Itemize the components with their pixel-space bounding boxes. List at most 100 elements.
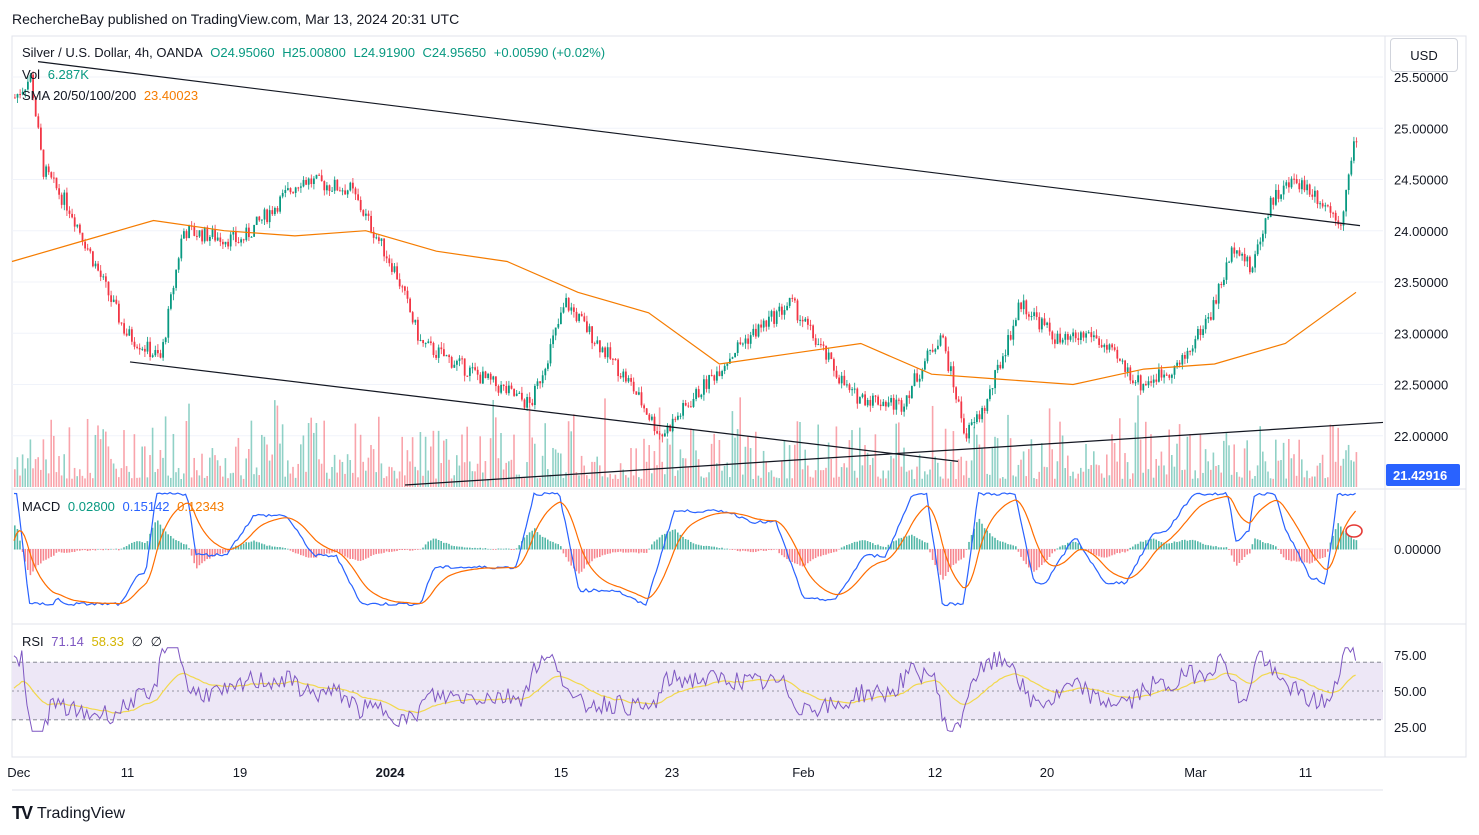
- macd-hist-bar: [1277, 549, 1280, 550]
- macd-hist-bar: [578, 549, 580, 574]
- candle-body: [788, 297, 791, 306]
- volume-bar: [458, 465, 461, 487]
- volume-group: [14, 395, 1358, 487]
- macd-hist-bar: [534, 528, 536, 550]
- candle-body: [219, 237, 222, 242]
- volume-bar: [521, 477, 523, 487]
- macd-hist-bar: [341, 549, 344, 555]
- macd-hist-bar: [510, 549, 513, 550]
- macd-hist-bar: [222, 549, 224, 554]
- macd-hist-bar: [762, 549, 765, 551]
- candle-body: [1106, 344, 1108, 350]
- sma-label[interactable]: SMA 20/50/100/200: [22, 88, 137, 103]
- macd-hist-bar: [396, 549, 398, 552]
- volume-bar: [1158, 465, 1160, 487]
- volume-bar: [513, 434, 515, 487]
- volume-bar: [222, 476, 224, 487]
- volume-bar: [609, 473, 611, 487]
- macd-hist-bar: [214, 549, 216, 557]
- macd-hist-bar: [1288, 549, 1290, 561]
- macd-hist-bar: [721, 547, 723, 550]
- candle-body: [599, 340, 601, 353]
- macd-hist-bar: [648, 548, 650, 550]
- macd-hist-bar: [53, 549, 55, 556]
- macd-hist-bar: [385, 549, 388, 552]
- candle-body: [94, 263, 97, 267]
- macd-hist-bar: [502, 548, 505, 550]
- macd-hist-bar: [424, 544, 427, 550]
- candle-body: [229, 234, 232, 247]
- candle-body: [976, 414, 978, 423]
- candle-body: [965, 433, 968, 439]
- macd-hist-bar: [375, 549, 377, 555]
- candle-body: [905, 395, 908, 407]
- volume-bar: [326, 472, 328, 487]
- candle-body: [196, 235, 198, 237]
- volume-bar: [1327, 477, 1329, 487]
- publisher-text: RechercheBay published on TradingView.co…: [12, 11, 460, 27]
- candle-body: [986, 399, 989, 412]
- volume-bar: [908, 470, 910, 487]
- macd-hist-bar: [726, 548, 728, 550]
- candle-body: [456, 360, 458, 365]
- candle-body: [807, 318, 809, 325]
- volume-bar: [549, 474, 552, 487]
- volume-bar: [1212, 452, 1215, 487]
- volume-bar: [900, 466, 903, 487]
- macd-hist-bar: [1074, 542, 1077, 550]
- volume-bar: [105, 431, 107, 487]
- currency-button[interactable]: USD: [1390, 38, 1458, 72]
- macd-hist-bar: [911, 534, 913, 550]
- volume-bar: [1064, 468, 1066, 487]
- volume-bar: [167, 475, 169, 487]
- volume-bar: [219, 465, 221, 487]
- candle-body: [677, 415, 679, 420]
- macd-label[interactable]: MACD: [22, 499, 61, 514]
- candle-body: [705, 379, 708, 389]
- candle-body: [1217, 284, 1220, 304]
- candle-body: [1069, 336, 1072, 340]
- candle-body: [136, 346, 138, 348]
- time-tick-label: Dec: [7, 765, 31, 780]
- macd-hist-bar: [960, 549, 962, 560]
- candle-body: [1186, 350, 1189, 359]
- candle-body: [1145, 383, 1147, 386]
- volume-bar: [573, 414, 575, 487]
- volume-bar: [21, 454, 24, 487]
- rsi-label[interactable]: RSI: [22, 634, 44, 649]
- macd-hist-bar: [279, 547, 281, 550]
- macd-hist-bar: [450, 545, 453, 550]
- macd-hist-bar: [1290, 549, 1293, 562]
- volume-label[interactable]: Vol: [22, 67, 41, 82]
- volume-bar: [1152, 477, 1155, 487]
- macd-histogram-group: [14, 518, 1358, 580]
- volume-bar: [929, 469, 931, 487]
- volume-bar: [1355, 452, 1358, 487]
- volume-bar: [713, 433, 715, 487]
- macd-hist-bar: [359, 549, 362, 561]
- symbol-label[interactable]: Silver / U.S. Dollar, 4h, OANDA: [22, 45, 203, 60]
- macd-hist-bar: [760, 549, 762, 551]
- macd-hist-bar: [1030, 549, 1033, 570]
- candle-body: [866, 399, 869, 406]
- tradingview-logo[interactable]: TV TradingView: [12, 803, 125, 824]
- candle-body: [53, 177, 55, 179]
- candle-body: [14, 97, 16, 99]
- volume-bar: [489, 438, 492, 487]
- macd-hist-bar: [999, 541, 1001, 550]
- macd-hist-bar: [1282, 549, 1285, 558]
- volume-bar: [1282, 442, 1285, 487]
- volume-bar: [671, 422, 674, 487]
- macd-hist-bar: [391, 549, 393, 552]
- volume-bar: [606, 477, 609, 487]
- volume-bar: [814, 470, 817, 487]
- macd-hist-bar: [710, 546, 713, 550]
- candle-body: [237, 241, 240, 243]
- macd-hist-bar: [749, 549, 752, 553]
- macd-hist-bar: [372, 549, 375, 555]
- volume-bar: [674, 475, 676, 487]
- volume-bar: [557, 452, 559, 487]
- macd-hist-bar: [827, 549, 830, 554]
- macd-hist-bar: [287, 548, 289, 550]
